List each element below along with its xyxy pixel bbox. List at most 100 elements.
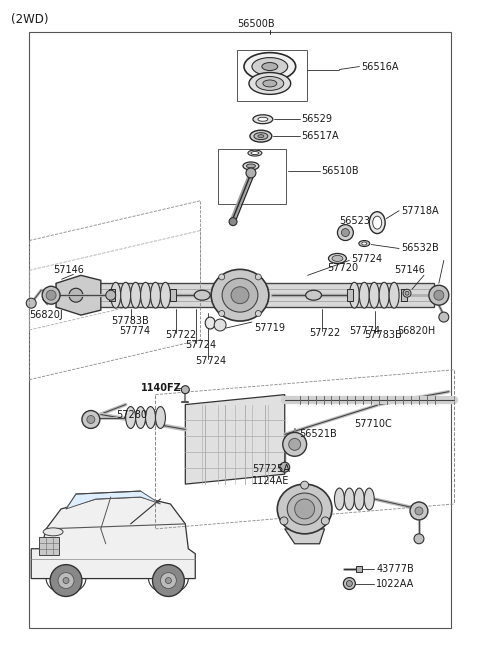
Ellipse shape bbox=[335, 488, 344, 510]
Circle shape bbox=[69, 288, 83, 302]
Ellipse shape bbox=[43, 528, 63, 536]
Text: 57725A: 57725A bbox=[252, 464, 290, 474]
Circle shape bbox=[214, 319, 226, 331]
Ellipse shape bbox=[244, 52, 296, 80]
Circle shape bbox=[321, 517, 329, 525]
Text: 57710C: 57710C bbox=[354, 420, 392, 430]
Text: 56510B: 56510B bbox=[322, 166, 359, 176]
Ellipse shape bbox=[306, 290, 322, 300]
Bar bbox=[109, 290, 115, 301]
Circle shape bbox=[26, 298, 36, 308]
Circle shape bbox=[347, 580, 352, 586]
Bar bbox=[29, 32, 451, 628]
Ellipse shape bbox=[252, 58, 288, 76]
Ellipse shape bbox=[250, 130, 272, 142]
Circle shape bbox=[219, 311, 225, 317]
Ellipse shape bbox=[211, 270, 269, 321]
Ellipse shape bbox=[194, 290, 210, 300]
Ellipse shape bbox=[287, 493, 322, 525]
Bar bbox=[356, 566, 362, 572]
Circle shape bbox=[434, 290, 444, 300]
Ellipse shape bbox=[362, 242, 367, 245]
Text: 57146: 57146 bbox=[394, 266, 425, 276]
Ellipse shape bbox=[344, 488, 354, 510]
Text: 56516A: 56516A bbox=[361, 62, 399, 72]
Circle shape bbox=[288, 438, 300, 450]
Ellipse shape bbox=[360, 282, 369, 308]
Polygon shape bbox=[66, 491, 160, 509]
Text: 57718A: 57718A bbox=[401, 206, 439, 216]
Text: 57724: 57724 bbox=[185, 340, 216, 350]
Ellipse shape bbox=[243, 162, 259, 170]
Polygon shape bbox=[185, 394, 285, 484]
Polygon shape bbox=[31, 497, 195, 578]
Circle shape bbox=[295, 499, 314, 519]
Text: 57280: 57280 bbox=[116, 410, 147, 420]
Bar bbox=[237, 50, 307, 102]
Text: 57774: 57774 bbox=[119, 326, 150, 336]
Text: 57724: 57724 bbox=[351, 254, 383, 264]
Bar bbox=[218, 149, 286, 204]
Text: 56517A: 56517A bbox=[301, 131, 339, 141]
Text: 57722: 57722 bbox=[166, 330, 197, 340]
Ellipse shape bbox=[246, 164, 255, 168]
Circle shape bbox=[410, 502, 428, 520]
Text: 57783B: 57783B bbox=[364, 330, 402, 340]
Circle shape bbox=[229, 218, 237, 226]
Text: (2WD): (2WD) bbox=[12, 13, 49, 27]
Circle shape bbox=[405, 291, 409, 295]
Bar bbox=[348, 290, 353, 301]
Ellipse shape bbox=[389, 282, 399, 308]
Circle shape bbox=[337, 224, 353, 240]
Circle shape bbox=[283, 432, 307, 456]
Text: 1124AE: 1124AE bbox=[252, 476, 289, 486]
Text: 56523: 56523 bbox=[339, 216, 371, 226]
Circle shape bbox=[46, 290, 56, 300]
Circle shape bbox=[181, 386, 189, 394]
Circle shape bbox=[429, 286, 449, 305]
Ellipse shape bbox=[349, 282, 360, 308]
Circle shape bbox=[403, 290, 411, 297]
Text: 57720: 57720 bbox=[327, 264, 359, 274]
Circle shape bbox=[300, 481, 309, 489]
Ellipse shape bbox=[253, 115, 273, 124]
Ellipse shape bbox=[160, 282, 170, 308]
Text: 57783B: 57783B bbox=[111, 316, 148, 326]
Bar bbox=[56, 284, 434, 307]
Text: 57724: 57724 bbox=[195, 356, 227, 366]
Circle shape bbox=[255, 274, 261, 280]
Ellipse shape bbox=[145, 406, 156, 428]
Circle shape bbox=[58, 572, 74, 588]
Polygon shape bbox=[56, 276, 101, 315]
Text: 56820H: 56820H bbox=[397, 326, 435, 336]
Text: 1140FZ: 1140FZ bbox=[141, 382, 181, 392]
Text: 57146: 57146 bbox=[53, 266, 84, 276]
Circle shape bbox=[82, 410, 100, 428]
Ellipse shape bbox=[364, 488, 374, 510]
Ellipse shape bbox=[111, 282, 120, 308]
Ellipse shape bbox=[151, 282, 160, 308]
Ellipse shape bbox=[332, 256, 343, 262]
Ellipse shape bbox=[136, 406, 145, 428]
Text: 56500B: 56500B bbox=[237, 19, 275, 29]
Ellipse shape bbox=[222, 278, 258, 312]
Ellipse shape bbox=[277, 484, 332, 534]
Circle shape bbox=[280, 462, 290, 472]
Text: 57719: 57719 bbox=[254, 323, 285, 333]
Polygon shape bbox=[285, 529, 324, 544]
Ellipse shape bbox=[262, 62, 278, 70]
Circle shape bbox=[153, 564, 184, 596]
Circle shape bbox=[42, 286, 60, 304]
Text: 57774: 57774 bbox=[349, 326, 381, 336]
Text: 57722: 57722 bbox=[310, 328, 341, 338]
Ellipse shape bbox=[256, 76, 284, 90]
Ellipse shape bbox=[249, 72, 291, 94]
Text: 56529: 56529 bbox=[301, 114, 333, 124]
Circle shape bbox=[414, 534, 424, 544]
Ellipse shape bbox=[131, 282, 141, 308]
Ellipse shape bbox=[359, 240, 370, 246]
Text: 1022AA: 1022AA bbox=[376, 578, 414, 588]
Ellipse shape bbox=[369, 282, 379, 308]
Ellipse shape bbox=[373, 216, 382, 229]
Ellipse shape bbox=[354, 488, 364, 510]
